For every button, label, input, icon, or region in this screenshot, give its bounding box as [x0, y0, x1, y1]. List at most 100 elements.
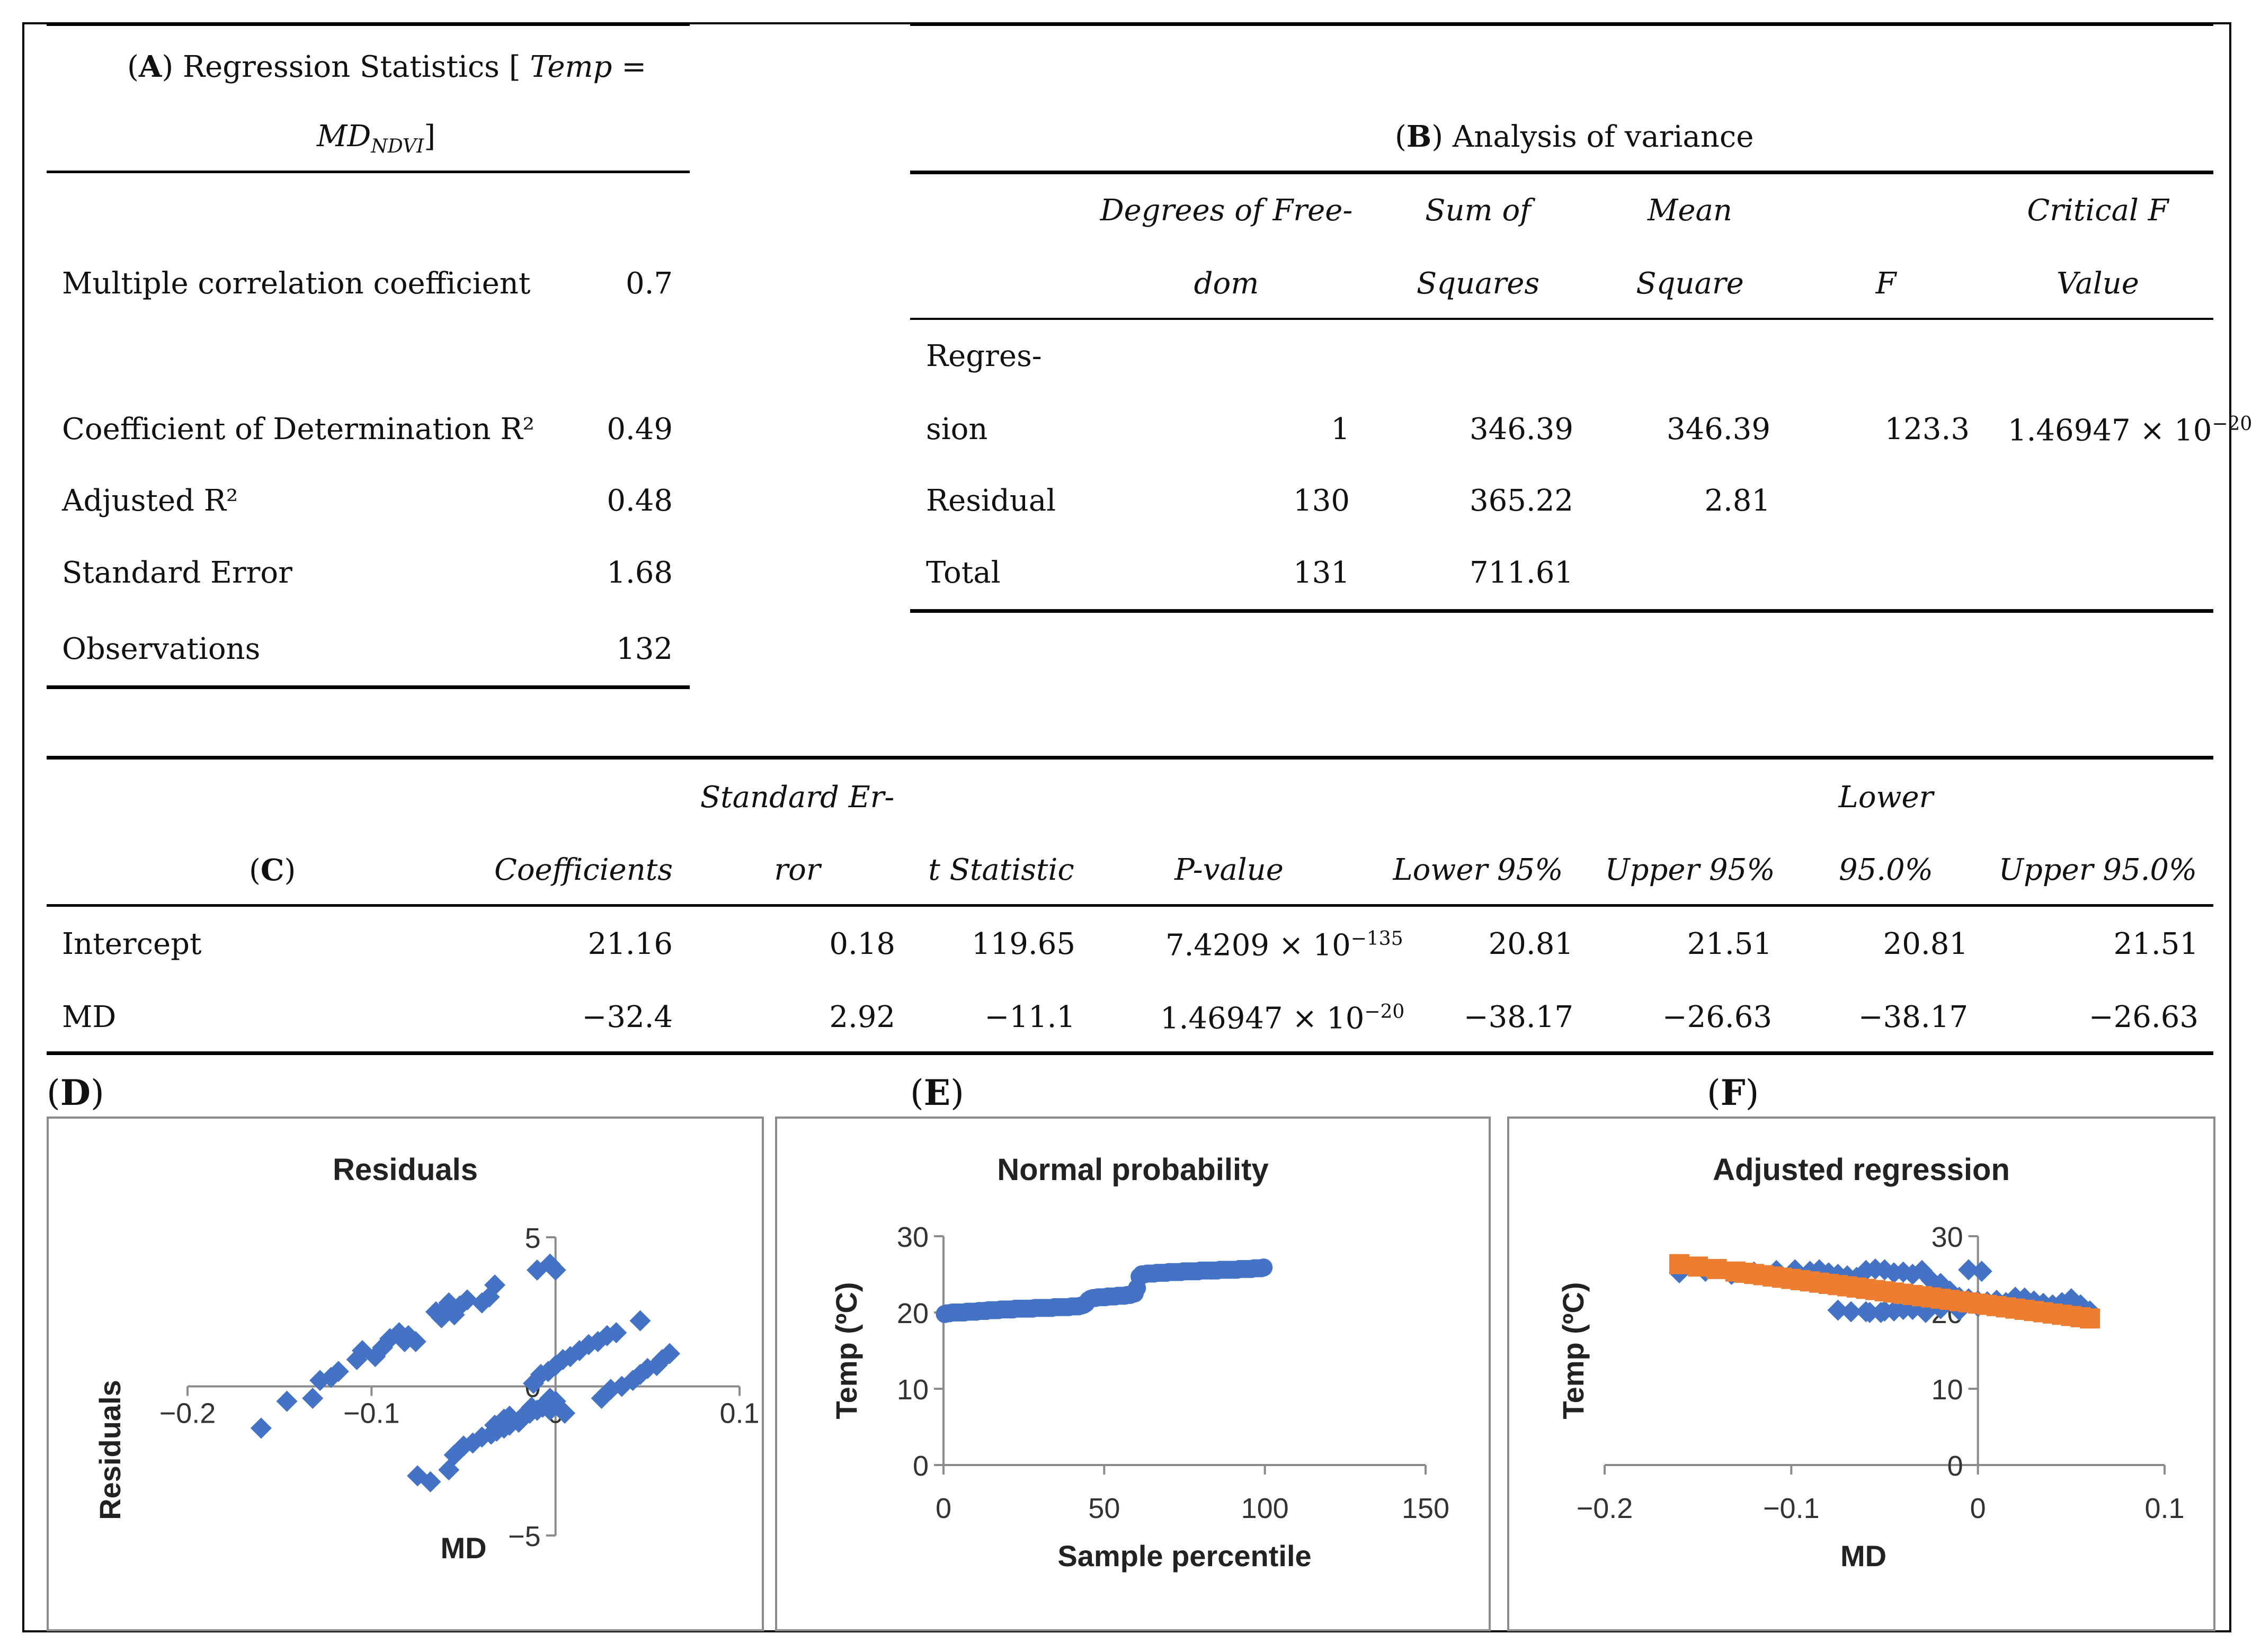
rule-top-c [47, 756, 2213, 760]
data-point [545, 1259, 566, 1281]
formula-lhs: Temp [530, 50, 612, 84]
stat-value: 0.48 [607, 484, 673, 518]
stat-name: Standard Error [62, 556, 292, 590]
chart-adjusted-regression-box: Adjusted regression −0.2 −0.1 0 0.1 0 10 20 30 MD… [1507, 1117, 2215, 1631]
anova-critical-f: 1.46947 × 10−20 [2008, 415, 2252, 446]
header-l950-1: Lower [1838, 780, 1934, 815]
y-tick-label: −5 [508, 1521, 541, 1552]
header-ms-2: Square [1636, 266, 1744, 301]
header-p: P-value [1174, 853, 1284, 887]
panel-b-label: B [1406, 119, 1432, 154]
data-point [1855, 1301, 1877, 1323]
coef-l950: −38.17 [1858, 1000, 1968, 1034]
coef-value: 21.16 [588, 927, 673, 961]
coef-u95: −26.63 [1662, 1000, 1772, 1034]
coef-se: 2.92 [829, 1000, 895, 1034]
rule-sub-b [910, 318, 2213, 320]
y-tick-label: 10 [897, 1374, 929, 1406]
coef-row-name: MD [62, 1000, 117, 1034]
anova-df: 130 [1293, 484, 1350, 518]
stat-value: 1.68 [607, 556, 673, 590]
panel-a-title: (A) Regression Statistics [ Temp = [127, 49, 647, 84]
data-point [379, 1328, 401, 1350]
coef-p: 1.46947 × 10−20 [1160, 1001, 1405, 1036]
data-point [443, 1304, 465, 1326]
anova-ms: 2.81 [1704, 484, 1770, 518]
rule-top-a [47, 22, 690, 26]
y-tick-label: 0 [913, 1450, 929, 1482]
x-tick-label: −0.2 [1577, 1493, 1633, 1524]
coef-p: 7.4209 × 10−135 [1165, 928, 1403, 963]
header-ms-1: Mean [1648, 193, 1732, 228]
data-point [2080, 1308, 2100, 1329]
header-u95: Upper 95% [1605, 853, 1775, 887]
x-tick-label: 100 [1241, 1493, 1289, 1524]
y-tick-label: 5 [525, 1222, 541, 1254]
anova-f: 123.3 [1884, 412, 1970, 447]
header-cf-1: Critical F [2027, 193, 2169, 228]
data-point [364, 1346, 386, 1368]
data-point [637, 1358, 658, 1379]
anova-row-name-2: Total [926, 556, 1001, 590]
data-point [484, 1414, 506, 1436]
panel-b-title-text: Analysis of variance [1452, 120, 1754, 154]
header-se-1: Standard Er- [700, 780, 895, 815]
stat-name: Adjusted R² [62, 484, 238, 518]
data-point [1688, 1256, 1708, 1277]
coef-l95: −38.17 [1463, 1000, 1573, 1034]
coef-value: −32.4 [582, 1000, 673, 1034]
coef-l95: 20.81 [1488, 927, 1573, 961]
anova-row-name-2: Residual [926, 484, 1056, 518]
x-axis-title: MD [1840, 1539, 1886, 1573]
chart-title: Adjusted regression [1713, 1153, 2010, 1187]
x-tick-label: 0.1 [2144, 1493, 2184, 1524]
data-point [2060, 1288, 2082, 1310]
coef-t: 119.65 [972, 927, 1075, 961]
data-point [1958, 1259, 1980, 1281]
rule-bottom-c [47, 1051, 2213, 1055]
cf-mantissa: 1.46947 × 10 [2008, 413, 2212, 448]
coef-row-name: Intercept [62, 927, 202, 961]
y-tick-label: 30 [897, 1221, 929, 1253]
x-tick-label: 150 [1402, 1493, 1449, 1524]
data-point [1254, 1258, 1273, 1277]
anova-ss: 365.22 [1470, 484, 1573, 518]
rule-head-b [910, 171, 2213, 174]
x-tick-label: 0.1 [719, 1397, 759, 1429]
rule-bottom-b [910, 609, 2213, 613]
data-point [456, 1289, 478, 1311]
coef-se: 0.18 [829, 927, 895, 961]
data-point [2014, 1287, 2035, 1309]
header-l95: Lower 95% [1393, 853, 1563, 887]
stat-name: Coefficient of Determination R² [62, 412, 535, 447]
anova-ms: 346.39 [1667, 412, 1770, 447]
coef-u95: 21.51 [1687, 927, 1772, 961]
panel-d-label: (D) [47, 1072, 104, 1113]
panel-c-label: (C) [249, 853, 296, 888]
anova-row-name-2: sion [926, 412, 988, 447]
data-point [1902, 1264, 1924, 1285]
chart-normal-probability-box: Normal probability 0 50 100 150 0 10 20 30 Sample… [775, 1117, 1491, 1631]
data-point [515, 1403, 537, 1424]
data-point [302, 1388, 324, 1409]
panel-f-label: (F) [1707, 1072, 1759, 1113]
anova-row-name-1: Regres- [926, 339, 1042, 373]
header-t: t Statistic [928, 853, 1074, 887]
data-point [405, 1331, 426, 1353]
x-tick-label: −0.1 [343, 1397, 400, 1429]
chart-residuals: Residuals−0.2−0.100.1−505MDResiduals [93, 1153, 760, 1565]
x-tick-label: 0 [936, 1493, 951, 1524]
data-point [578, 1334, 600, 1355]
coef-t: −11.1 [984, 1000, 1075, 1034]
data-point [629, 1310, 651, 1332]
coef-l950: 20.81 [1883, 927, 1968, 961]
anova-ss: 346.39 [1470, 412, 1573, 447]
header-coef: Coefficients [494, 853, 673, 887]
formula-sub: NDVI [371, 136, 424, 158]
chart-normal-probability: Normal probability 0 50 100 150 0 10 20 30 Sample… [830, 1153, 1449, 1573]
stat-name: Multiple correlation coefficient [62, 266, 531, 301]
rule-head-a [47, 171, 690, 173]
data-point [659, 1343, 681, 1364]
chart-title: Residuals [333, 1153, 478, 1187]
data-point [1870, 1302, 1892, 1323]
